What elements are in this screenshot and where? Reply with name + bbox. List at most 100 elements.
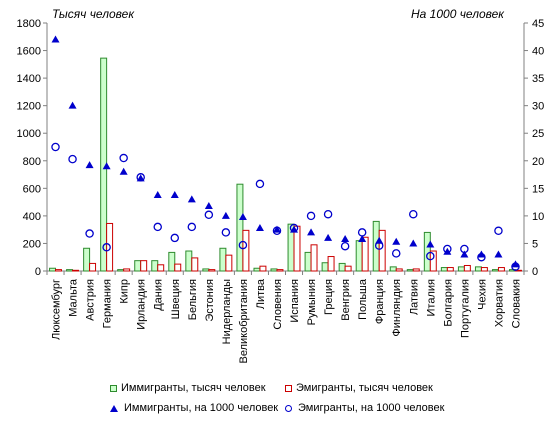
legend-item-emigrants-per-1000: Эмигранты, на 1000 человек — [285, 402, 460, 414]
bar-immigrants-thousands — [151, 260, 159, 272]
bar-immigrants-thousands — [236, 183, 244, 272]
circle-marker-icon — [285, 404, 292, 412]
left-tick-label: 800 — [23, 156, 41, 168]
x-category-label: Дания — [153, 279, 165, 311]
bar-immigrants-thousands — [49, 267, 57, 272]
marker-immigrants-per-1000 — [511, 260, 520, 268]
bar-emigrants-thousands — [55, 269, 62, 272]
bar-immigrants-thousands — [202, 268, 210, 272]
bar-emigrants-thousands — [293, 225, 301, 272]
marker-immigrants-per-1000 — [102, 162, 111, 170]
bar-immigrants-thousands — [304, 251, 312, 272]
bar-emigrants-thousands — [344, 265, 352, 272]
marker-immigrants-per-1000 — [221, 211, 230, 219]
marker-immigrants-per-1000 — [460, 250, 469, 258]
bar-emigrants-thousands — [480, 267, 488, 272]
bar-immigrants-thousands — [117, 269, 125, 272]
x-category-label: Финляндия — [391, 279, 403, 337]
bar-immigrants-thousands — [168, 251, 176, 272]
bar-emigrants-thousands — [157, 264, 165, 272]
marker-emigrants-per-1000 — [85, 229, 94, 238]
legend-item-emigrants-thousands: Эмигранты, тысяч человек — [285, 382, 460, 394]
right-tick-label: 45 — [532, 18, 544, 30]
right-tick-label: 10 — [532, 211, 544, 223]
bar-immigrants-thousands — [355, 240, 363, 272]
bar-emigrants-thousands — [463, 264, 471, 272]
left-axis-title: Тысяч человек — [52, 7, 134, 21]
x-category-label: Литва — [255, 278, 267, 309]
marker-emigrants-per-1000 — [119, 153, 128, 163]
marker-emigrants-per-1000 — [68, 154, 77, 164]
bar-emigrants-thousands — [310, 244, 318, 272]
marker-emigrants-per-1000 — [306, 211, 316, 221]
right-tick-label: 0 — [532, 266, 538, 278]
marker-immigrants-per-1000 — [187, 195, 196, 203]
left-tick-label: 1000 — [17, 128, 41, 140]
bar-emigrants-thousands — [174, 263, 182, 272]
marker-immigrants-per-1000 — [426, 240, 435, 248]
legend-label: Иммигранты, тысяч человек — [121, 382, 266, 394]
bar-emigrants-thousands — [208, 269, 216, 272]
marker-emigrants-per-1000 — [460, 244, 469, 254]
bar-immigrants-thousands — [491, 269, 499, 272]
legend: Иммигранты, тысяч человек Эмигранты, тыс… — [110, 378, 490, 418]
bar-emigrants-thousands — [72, 269, 80, 272]
bar-immigrants-thousands — [270, 268, 278, 272]
marker-immigrants-per-1000 — [85, 161, 94, 169]
x-category-label: Ирландия — [136, 279, 148, 330]
marker-immigrants-per-1000 — [119, 167, 128, 175]
x-category-label: Люксембург — [51, 279, 63, 340]
bar-immigrants-thousands — [406, 269, 414, 272]
marker-emigrants-per-1000 — [357, 228, 367, 237]
triangle-marker-icon — [110, 404, 118, 412]
x-category-label: Франция — [374, 279, 386, 324]
legend-label: Эмигранты, на 1000 человек — [298, 402, 445, 414]
bar-emigrants-thousands — [242, 229, 250, 272]
marker-immigrants-per-1000 — [153, 190, 162, 198]
marker-emigrants-per-1000 — [221, 228, 231, 237]
marker-emigrants-per-1000 — [136, 173, 145, 182]
marker-immigrants-per-1000 — [341, 235, 350, 243]
marker-immigrants-per-1000 — [358, 235, 367, 243]
right-tick-label: 25 — [532, 128, 544, 140]
right-tick-label: 40 — [532, 46, 544, 58]
marker-emigrants-per-1000 — [102, 243, 111, 252]
bar-immigrants-thousands — [253, 267, 261, 272]
bar-emigrants-thousands — [412, 268, 420, 272]
bar-immigrants-thousands — [338, 262, 346, 272]
bar-immigrants-thousands — [185, 250, 193, 272]
x-category-label: Испания — [289, 279, 301, 323]
bar-immigrants-thousands — [66, 269, 74, 272]
marker-immigrants-per-1000 — [136, 174, 145, 182]
bar-emigrants-thousands — [225, 254, 233, 272]
right-tick-label: 20 — [532, 156, 544, 168]
left-tick-label: 1200 — [17, 101, 41, 113]
marker-immigrants-per-1000 — [238, 212, 247, 220]
x-category-label: Венгрия — [340, 279, 352, 321]
legend-item-immigrants-per-1000: Иммигранты, на 1000 человек — [110, 402, 280, 414]
right-tick-label: 35 — [532, 73, 544, 85]
bar-emigrants-thousands — [140, 260, 148, 272]
bar-emigrants-thousands — [327, 256, 335, 272]
x-category-label: Чехия — [476, 279, 488, 310]
legend-swatch-red-bar — [285, 384, 292, 392]
marker-emigrants-per-1000 — [51, 142, 60, 152]
bar-emigrants-thousands — [259, 265, 267, 272]
marker-immigrants-per-1000 — [324, 233, 333, 241]
marker-emigrants-per-1000 — [426, 251, 435, 261]
bar-immigrants-thousands — [389, 266, 397, 272]
x-category-label: Мальта — [68, 278, 80, 317]
bar-emigrants-thousands — [191, 257, 199, 272]
right-tick-label: 30 — [532, 101, 544, 113]
marker-emigrants-per-1000 — [409, 209, 418, 219]
bar-immigrants-thousands — [457, 266, 465, 272]
bar-emigrants-thousands — [89, 262, 97, 272]
marker-emigrants-per-1000 — [443, 244, 452, 254]
bar-immigrants-thousands — [134, 260, 142, 272]
marker-emigrants-per-1000 — [170, 233, 180, 243]
bar-emigrants-thousands — [497, 267, 505, 272]
marker-emigrants-per-1000 — [153, 222, 162, 232]
x-category-label: Польша — [357, 278, 369, 320]
right-axis-title: На 1000 человек — [411, 7, 504, 21]
bar-immigrants-thousands — [423, 231, 431, 272]
